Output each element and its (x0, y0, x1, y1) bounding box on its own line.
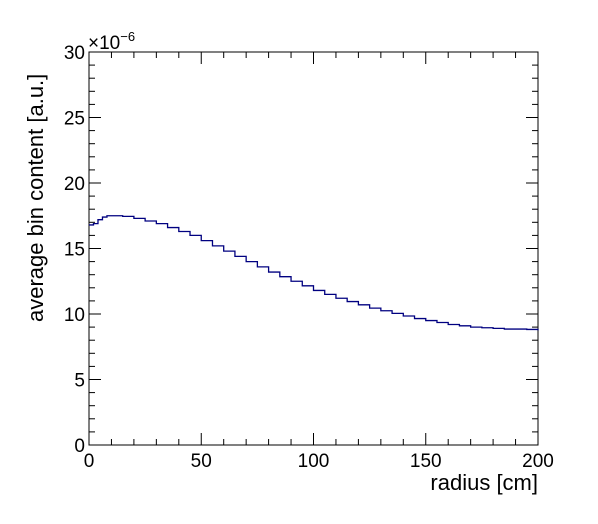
plot-frame (88, 51, 539, 446)
y-tick-label: 0 (74, 436, 85, 457)
x-tick-label: 150 (410, 451, 442, 472)
y-tick-label: 10 (64, 305, 85, 326)
x-axis-title: radius [cm] (430, 470, 538, 495)
x-tick-label: 0 (84, 451, 95, 472)
x-tick-label: 200 (522, 451, 554, 472)
x-tick-label: 50 (191, 451, 212, 472)
x-axis-tick-labels: 0 50 100 150 200 (84, 451, 554, 472)
x-axis-ticks (88, 52, 539, 445)
y-tick-label: 15 (64, 240, 85, 261)
y-tick-label: 5 (74, 371, 85, 392)
x-tick-label: 100 (298, 451, 330, 472)
series-line (89, 215, 539, 331)
y-axis-ticks (89, 51, 538, 446)
y-tick-label: 30 (64, 43, 85, 64)
y-axis-tick-labels: 0 5 10 15 20 25 30 (64, 43, 85, 457)
y-axis-multiplier-base: ×10 (88, 33, 120, 54)
y-tick-label: 25 (64, 109, 85, 130)
y-axis-multiplier-exponent: −6 (120, 29, 135, 44)
y-tick-label: 20 (64, 174, 85, 195)
y-axis-multiplier: ×10−6 (88, 29, 135, 54)
y-axis-title: average bin content [a.u.] (23, 74, 48, 322)
